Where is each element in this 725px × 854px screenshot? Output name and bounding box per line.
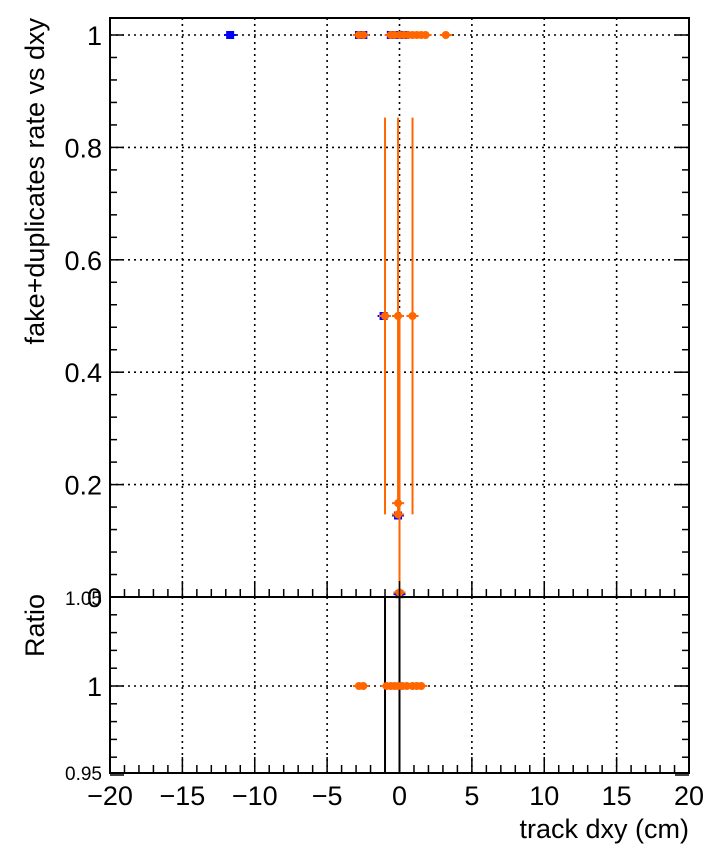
main-data-point-circle	[441, 31, 450, 39]
main-data-point-circle	[394, 499, 403, 508]
x-tick-label: −15	[159, 781, 205, 811]
main-y-tick-label: 0.8	[64, 133, 102, 163]
ratio-y-tick-label: 1	[87, 672, 102, 702]
main-y-axis-title: fake+duplicates rate vs dxy	[20, 18, 50, 345]
x-tick-label: 0	[392, 781, 407, 811]
x-tick-label: 10	[529, 781, 559, 811]
ratio-data-point-circle	[359, 682, 368, 690]
main-y-tick-label: 1	[87, 21, 102, 51]
ratio-y-axis-title: Ratio	[20, 594, 50, 657]
main-data-point-square	[226, 31, 235, 39]
main-y-tick-label: 0.2	[64, 471, 102, 501]
main-y-tick-label: 0.6	[64, 246, 102, 276]
axis-ticks: −20 −15 −10 −5 0 5 10 15 20 0 0.2 0.4 0.6 0.8 1 0.95 1 1.…	[64, 21, 704, 811]
x-tick-label: 15	[602, 781, 632, 811]
x-tick-label: 5	[464, 781, 479, 811]
x-axis-title: track dxy (cm)	[519, 814, 689, 844]
main-data-point-circle	[421, 31, 430, 39]
main-data-point-circle	[381, 312, 390, 320]
ratio-y-tick-label: 0.95	[65, 764, 102, 785]
x-tick-label: −10	[232, 781, 278, 811]
x-tick-label: −5	[312, 781, 343, 811]
axis-labels: fake+duplicates rate vs dxy Ratio track …	[20, 18, 689, 844]
main-y-tick-label: 0	[87, 583, 102, 613]
ratio-y-tick-label: 1.05	[65, 589, 102, 610]
main-data-point-circle	[394, 510, 403, 519]
x-tick-label: 20	[674, 781, 704, 811]
main-data-point-circle	[408, 312, 417, 320]
main-data-point-circle	[394, 312, 403, 320]
ratio-data-point-circle	[417, 682, 426, 690]
x-tick-label: −20	[87, 781, 133, 811]
main-y-tick-label: 0.4	[64, 358, 102, 388]
main-data-point-circle	[359, 31, 368, 39]
main-data-layer	[224, 31, 452, 599]
ratio-data-layer	[352, 597, 428, 773]
